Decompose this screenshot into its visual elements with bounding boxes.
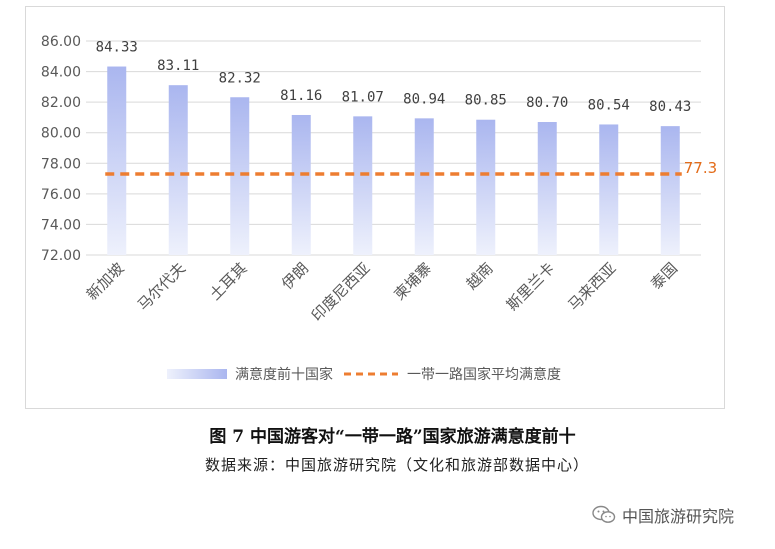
y-axis-ticks: 72.00 74.00 76.00 78.00 80.00 82.00 84.00 86.00 [41,34,81,264]
watermark: 中国旅游研究院 [592,503,734,527]
chart-frame: 72.00 74.00 76.00 78.00 80.00 82.00 84.00 86.00… [25,6,725,409]
legend-label-average: 一带一路国家平均满意度 [407,366,561,383]
category-label: 柬埔寨 [391,259,436,304]
y-tick-label: 74.00 [41,217,81,233]
data-label: 80.43 [649,99,691,115]
y-tick-label: 84.00 [41,65,81,81]
data-label: 81.07 [342,89,384,105]
bar [537,122,557,255]
y-tick-label: 72.00 [41,248,81,264]
legend-swatch-bars [167,369,227,379]
category-label: 新加坡 [83,259,128,304]
y-tick-label: 86.00 [41,34,81,50]
bar [353,116,373,255]
category-label: 印度尼西亚 [308,259,374,325]
bar [414,118,434,256]
category-label: 越南 [463,259,497,293]
data-label: 80.70 [526,95,568,111]
bar [291,114,311,256]
bar [107,66,127,255]
category-label: 泰国 [647,259,681,293]
legend-label-bars: 满意度前十国家 [235,366,333,383]
category-label: 马来西亚 [564,259,619,314]
bar [660,126,680,256]
data-source: 数据来源：中国旅游研究院（文化和旅游部数据中心） [205,456,590,474]
data-label: 81.16 [280,88,322,104]
category-label: 伊朗 [278,259,312,293]
watermark-text: 中国旅游研究院 [622,507,735,526]
average-line-group: 77.3 [105,159,717,177]
data-labels: 84.33 83.11 82.32 81.16 81.07 80.94 80.85 80.70… [96,40,692,116]
data-label: 84.33 [96,40,138,56]
data-label: 80.54 [588,97,630,113]
y-tick-label: 76.00 [41,187,81,203]
bar [168,85,188,255]
wechat-icon [592,505,616,523]
data-label: 83.11 [157,58,199,74]
category-label: 土耳其 [206,259,251,304]
category-label: 斯里兰卡 [503,259,558,314]
bar [230,97,250,255]
bar [599,124,619,256]
figure-caption: 图 7 中国游客对“一带一路”国家旅游满意度前十 [209,427,576,447]
legend: 满意度前十国家 一带一路国家平均满意度 [167,366,561,383]
bar [476,119,496,255]
y-tick-label: 78.00 [41,156,81,172]
y-tick-label: 80.00 [41,126,81,142]
data-label: 80.94 [403,91,445,107]
bar-chart: 72.00 74.00 76.00 78.00 80.00 82.00 84.00 86.00… [41,34,717,383]
bars [107,66,680,256]
data-label: 80.85 [465,93,507,109]
gridlines [86,40,701,256]
data-label: 82.32 [219,70,261,86]
category-label: 马尔代夫 [134,259,189,314]
y-tick-label: 82.00 [41,95,81,111]
average-line-label: 77.3 [684,159,717,177]
